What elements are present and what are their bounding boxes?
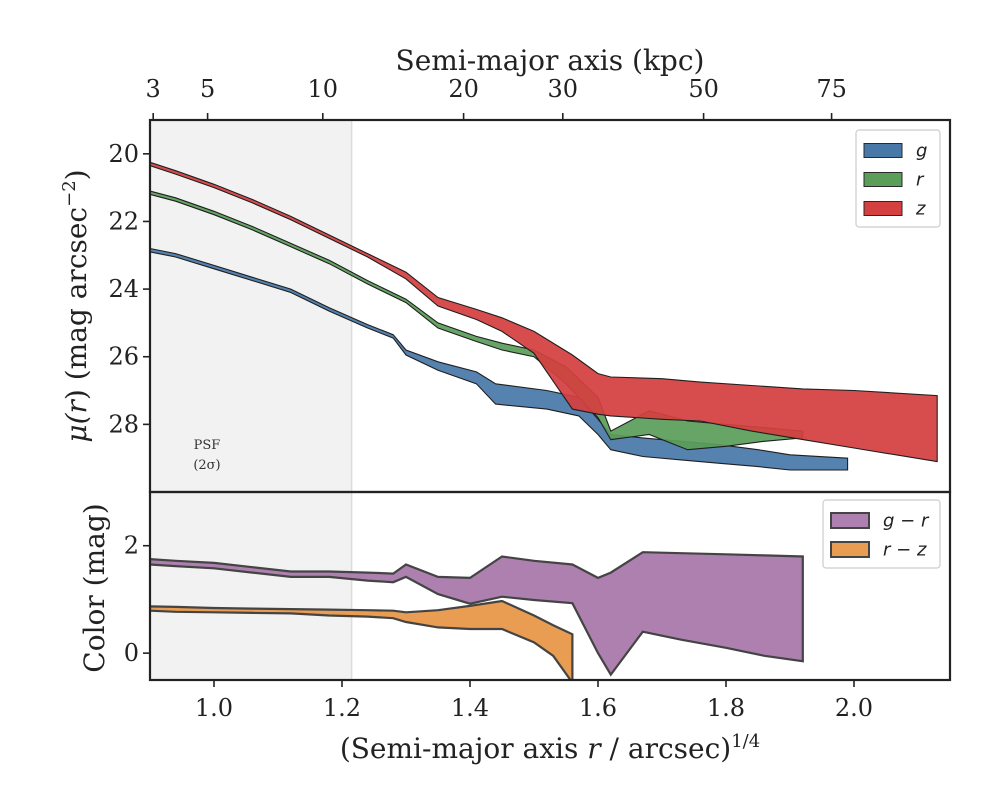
top-panel-series bbox=[150, 161, 938, 471]
bottom-panel-frame bbox=[148, 490, 952, 682]
top-tick-label: 3 bbox=[146, 75, 161, 103]
psf-label: PSF bbox=[194, 438, 221, 453]
band-rz bbox=[150, 599, 574, 680]
top-tick-label: 20 bbox=[448, 75, 479, 103]
legend-swatch bbox=[863, 172, 903, 187]
bottom-x-axis-title: (Semi-major axis r / arcsec)1/4 bbox=[340, 731, 760, 765]
top-ytick-label: 22 bbox=[108, 207, 139, 235]
top-tick-label: 75 bbox=[816, 75, 847, 103]
top-y-axis-title: μ(r) (mag arcsec−2) bbox=[59, 169, 93, 442]
psf-label-sigma: (2σ) bbox=[193, 458, 220, 473]
top-legend: grz bbox=[855, 129, 941, 228]
bottom-ytick-label: 0 bbox=[124, 639, 139, 667]
top-ytick-label: 24 bbox=[108, 275, 139, 303]
legend-swatch bbox=[863, 143, 903, 158]
bottom-panel-series bbox=[150, 551, 804, 680]
legend-label: r bbox=[916, 170, 925, 191]
legend-label: g bbox=[916, 141, 927, 162]
legend-label: g − r bbox=[883, 511, 930, 532]
bottom-y-axis-title: Color (mag) bbox=[78, 503, 111, 672]
band-gr bbox=[150, 551, 804, 677]
legend-swatch bbox=[863, 201, 903, 216]
top-tick-label: 10 bbox=[308, 75, 339, 103]
legend-swatch bbox=[830, 512, 870, 529]
bottom-xtick-label: 1.8 bbox=[707, 694, 745, 722]
bottom-xtick-label: 2.0 bbox=[835, 694, 873, 722]
band-g bbox=[150, 247, 849, 471]
bottom-ytick-label: 2 bbox=[124, 532, 139, 560]
top-ytick-label: 20 bbox=[108, 140, 139, 168]
bottom-legend: g − r r − z bbox=[822, 499, 941, 569]
top-tick-label: 30 bbox=[548, 75, 579, 103]
bottom-xtick-label: 1.4 bbox=[451, 694, 489, 722]
legend-swatch bbox=[830, 541, 870, 558]
legend-label: r − z bbox=[883, 540, 927, 561]
legend-label: z bbox=[915, 199, 926, 220]
top-tick-label: 5 bbox=[200, 75, 215, 103]
top-axis-title: Semi-major axis (kpc) bbox=[396, 44, 705, 77]
top-ytick-label: 28 bbox=[108, 410, 139, 438]
top-tick-label: 50 bbox=[688, 75, 719, 103]
top-ytick-label: 26 bbox=[108, 343, 139, 371]
bottom-xtick-label: 1.2 bbox=[323, 694, 361, 722]
bottom-xtick-label: 1.6 bbox=[579, 694, 617, 722]
bottom-xtick-label: 1.0 bbox=[195, 694, 233, 722]
band-z bbox=[150, 161, 938, 463]
psf-region-bottom bbox=[150, 492, 352, 680]
